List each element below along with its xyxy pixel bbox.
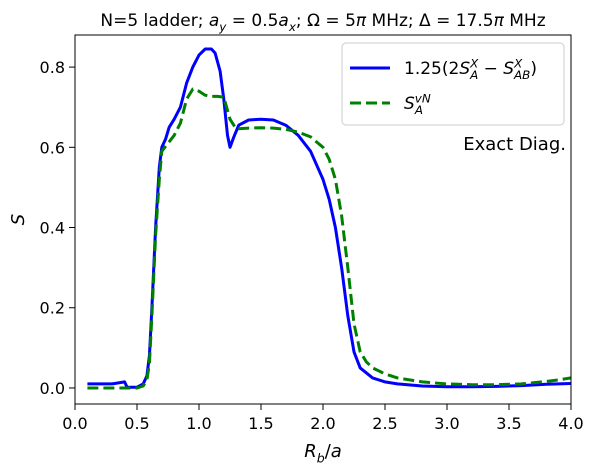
y-tick-label: 0.0 [40,379,65,398]
y-tick-label: 0.8 [40,58,65,77]
x-tick-label: 1.0 [186,414,211,433]
annotation-exact-diag: Exact Diag. [463,134,566,155]
x-tick-label: 4.0 [558,414,583,433]
x-tick-label: 3.0 [434,414,459,433]
x-tick-label: 3.5 [496,414,521,433]
series-line-2 [87,87,571,390]
y-tick-label: 0.2 [40,299,65,318]
legend-label-2: SvN A [404,92,431,118]
x-axis: 0.0 0.5 1.0 1.5 2.0 2.5 3.0 3.5 4.0 [62,404,584,433]
x-axis-label: Rb/a [304,441,342,465]
y-tick-label: 0.4 [40,219,65,238]
legend-label-1: 1.25(2SX A − SX AB) [404,57,537,83]
y-tick-label: 0.6 [40,138,65,157]
x-tick-label: 0.5 [124,414,149,433]
legend: 1.25(2SX A − SX AB) SvN A [341,42,565,126]
series-line-1 [87,47,571,389]
series-layer [87,47,571,390]
y-axis: 0.0 0.2 0.4 0.6 0.8 [40,58,75,398]
y-axis-label: S [8,214,29,225]
chart-title: N=5 ladder; ay = 0.5ax; Ω = 5π MHz; Δ = … [100,11,545,34]
legend-box [341,42,565,126]
x-tick-label: 2.5 [372,414,397,433]
x-tick-label: 1.5 [248,414,273,433]
x-tick-label: 0.0 [62,414,87,433]
x-tick-label: 2.0 [310,414,335,433]
